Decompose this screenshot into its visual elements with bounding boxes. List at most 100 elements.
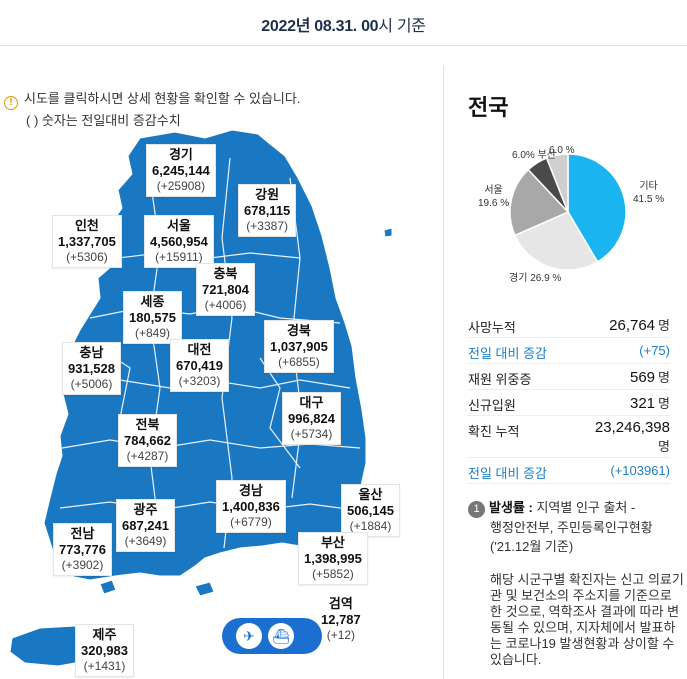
- panel-title: 전국: [468, 95, 509, 120]
- stat-value: 26,764 명: [609, 317, 670, 334]
- region-count: 4,560,954: [150, 234, 208, 249]
- region-jeonnam[interactable]: 전남 773,776 (+3902): [53, 523, 112, 576]
- region-count: 180,575: [129, 310, 176, 325]
- map-notice: ! 시도를 클릭하시면 상세 현황을 확인할 수 있습니다. ( ) 숫자는 전일…: [4, 88, 300, 131]
- region-count: 784,662: [124, 433, 171, 448]
- stat-value: (+75): [639, 343, 670, 358]
- region-delta: (+4006): [204, 298, 247, 312]
- source-line-3: ('21.12월 기준): [490, 539, 574, 554]
- region-name: 검역: [328, 596, 353, 611]
- region-name: 경기: [168, 147, 193, 162]
- island-shape: [383, 227, 393, 238]
- region-delta: (+15911): [155, 250, 203, 264]
- region-delta: (+6855): [278, 355, 320, 369]
- region-delta: (+3902): [61, 558, 104, 572]
- notice-line-1: 시도를 클릭하시면 상세 현황을 확인할 수 있습니다.: [24, 91, 301, 106]
- island-shape: [194, 581, 215, 597]
- region-count: 1,400,836: [222, 499, 280, 514]
- pie-label-busan: 6.0% 부산: [512, 150, 556, 161]
- region-ulsan[interactable]: 울산 506,145 (+1884): [341, 484, 400, 537]
- stat-deaths: 사망누적 26,764 명: [468, 312, 670, 338]
- region-name: 경북: [286, 323, 311, 338]
- region-name: 부산: [320, 535, 345, 550]
- region-count: 1,398,995: [304, 551, 362, 566]
- stat-label: 신규입원: [468, 398, 516, 413]
- region-count: 931,528: [68, 361, 115, 376]
- pie-label-gyeonggi: 경기 26.9 %: [509, 273, 562, 284]
- region-count: 687,241: [122, 518, 169, 533]
- region-seoul[interactable]: 서울 4,560,954 (+15911): [144, 215, 214, 268]
- region-delta: (+5306): [66, 250, 108, 264]
- region-jeju[interactable]: 제주 320,983 (+1431): [75, 624, 134, 677]
- region-gangwon[interactable]: 강원 678,115 (+3387): [238, 184, 297, 237]
- region-quarantine[interactable]: 검역 12,787 (+12): [316, 594, 366, 645]
- stat-new-admission: 신규입원 321 명: [468, 390, 670, 416]
- region-name: 광주: [133, 502, 158, 517]
- region-name: 세종: [140, 294, 165, 309]
- stat-value: 23,246,398 명: [594, 419, 670, 454]
- airplane-icon[interactable]: ✈: [236, 623, 262, 649]
- region-gyeongbuk[interactable]: 경북 1,037,905 (+6855): [264, 320, 334, 373]
- region-delta: (+5006): [70, 377, 113, 391]
- region-sejong[interactable]: 세종 180,575 (+849): [123, 291, 182, 344]
- region-count: 996,824: [288, 411, 335, 426]
- region-delta: (+1884): [349, 519, 392, 533]
- region-name: 경남: [238, 483, 263, 498]
- region-incheon[interactable]: 인천 1,337,705 (+5306): [52, 215, 122, 268]
- region-delta: (+1431): [83, 659, 126, 673]
- region-name: 충북: [213, 266, 238, 281]
- source-title: 발생률 :: [489, 500, 533, 515]
- region-name: 강원: [255, 187, 280, 202]
- region-jeonbuk[interactable]: 전북 784,662 (+4287): [118, 414, 177, 467]
- incidence-source: 1 발생률 : 지역별 인구 출처 - 행정안전부, 주민등록인구현황 ('21.…: [468, 498, 686, 556]
- region-name: 서울: [166, 218, 191, 233]
- region-daegu[interactable]: 대구 996,824 (+5734): [282, 392, 341, 445]
- region-count: 12,787: [321, 612, 361, 627]
- region-count: 670,419: [176, 358, 223, 373]
- region-name: 전남: [70, 526, 95, 541]
- reference-date: 2022년 08.31. 00시 기준: [0, 12, 687, 36]
- region-gyeongnam[interactable]: 경남 1,400,836 (+6779): [216, 480, 286, 533]
- region-delta: (+3387): [246, 219, 288, 233]
- reference-date-suffix: 시 기준: [378, 18, 426, 35]
- pie-slice-4: [545, 153, 569, 213]
- region-delta: (+12): [326, 628, 356, 642]
- region-chungbuk[interactable]: 충북 721,804 (+4006): [196, 263, 255, 316]
- region-delta: (+5852): [312, 567, 354, 581]
- region-name: 인천: [74, 218, 99, 233]
- region-count: 320,983: [81, 643, 128, 658]
- stat-label: 전일 대비 증감: [468, 346, 547, 361]
- region-delta: (+4287): [126, 449, 169, 463]
- stat-value: 321 명: [630, 395, 670, 412]
- region-busan[interactable]: 부산 1,398,995 (+5852): [298, 532, 368, 585]
- region-name: 대구: [299, 395, 324, 410]
- region-count: 6,245,144: [152, 163, 210, 178]
- region-count: 1,337,705: [58, 234, 116, 249]
- quarantine-transport-toggle: ✈ ⛴: [222, 618, 322, 654]
- stat-label: 재원 위중증: [468, 372, 532, 387]
- info-icon: !: [4, 96, 18, 110]
- pie-slice-0: [567, 153, 627, 263]
- region-delta: (+3203): [178, 374, 221, 388]
- region-gwangju[interactable]: 광주 687,241 (+3649): [116, 499, 175, 552]
- region-count: 506,145: [347, 503, 394, 518]
- source-line-2: 행정안전부, 주민등록인구현황: [490, 520, 653, 535]
- pie-label-other: 기타 41.5 %: [633, 181, 665, 205]
- ship-icon[interactable]: ⛴: [268, 623, 294, 649]
- region-count: 773,776: [59, 542, 106, 557]
- region-name: 울산: [358, 487, 383, 502]
- korea-map-shape: [9, 129, 393, 667]
- stat-confirmed: 확진 누적 23,246,398 명: [468, 416, 670, 458]
- stat-label: 확진 누적: [468, 424, 520, 439]
- region-daejeon[interactable]: 대전 670,419 (+3203): [170, 339, 229, 392]
- region-gyeonggi[interactable]: 경기 6,245,144 (+25908): [146, 144, 216, 197]
- region-delta: (+5734): [290, 427, 333, 441]
- region-delta: (+25908): [156, 179, 206, 193]
- region-name: 충남: [79, 345, 104, 360]
- pie-chart: 기타 41.5 % 경기 26.9 % 서울 19.6 % 6.0% 부산 6.0 …: [444, 145, 687, 296]
- date-header: 2022년 08.31. 00시 기준: [0, 0, 687, 46]
- source-number-badge: 1: [468, 501, 485, 518]
- region-delta: (+6779): [230, 515, 272, 529]
- region-chungnam[interactable]: 충남 931,528 (+5006): [62, 342, 121, 395]
- stat-value: 569 명: [630, 369, 670, 386]
